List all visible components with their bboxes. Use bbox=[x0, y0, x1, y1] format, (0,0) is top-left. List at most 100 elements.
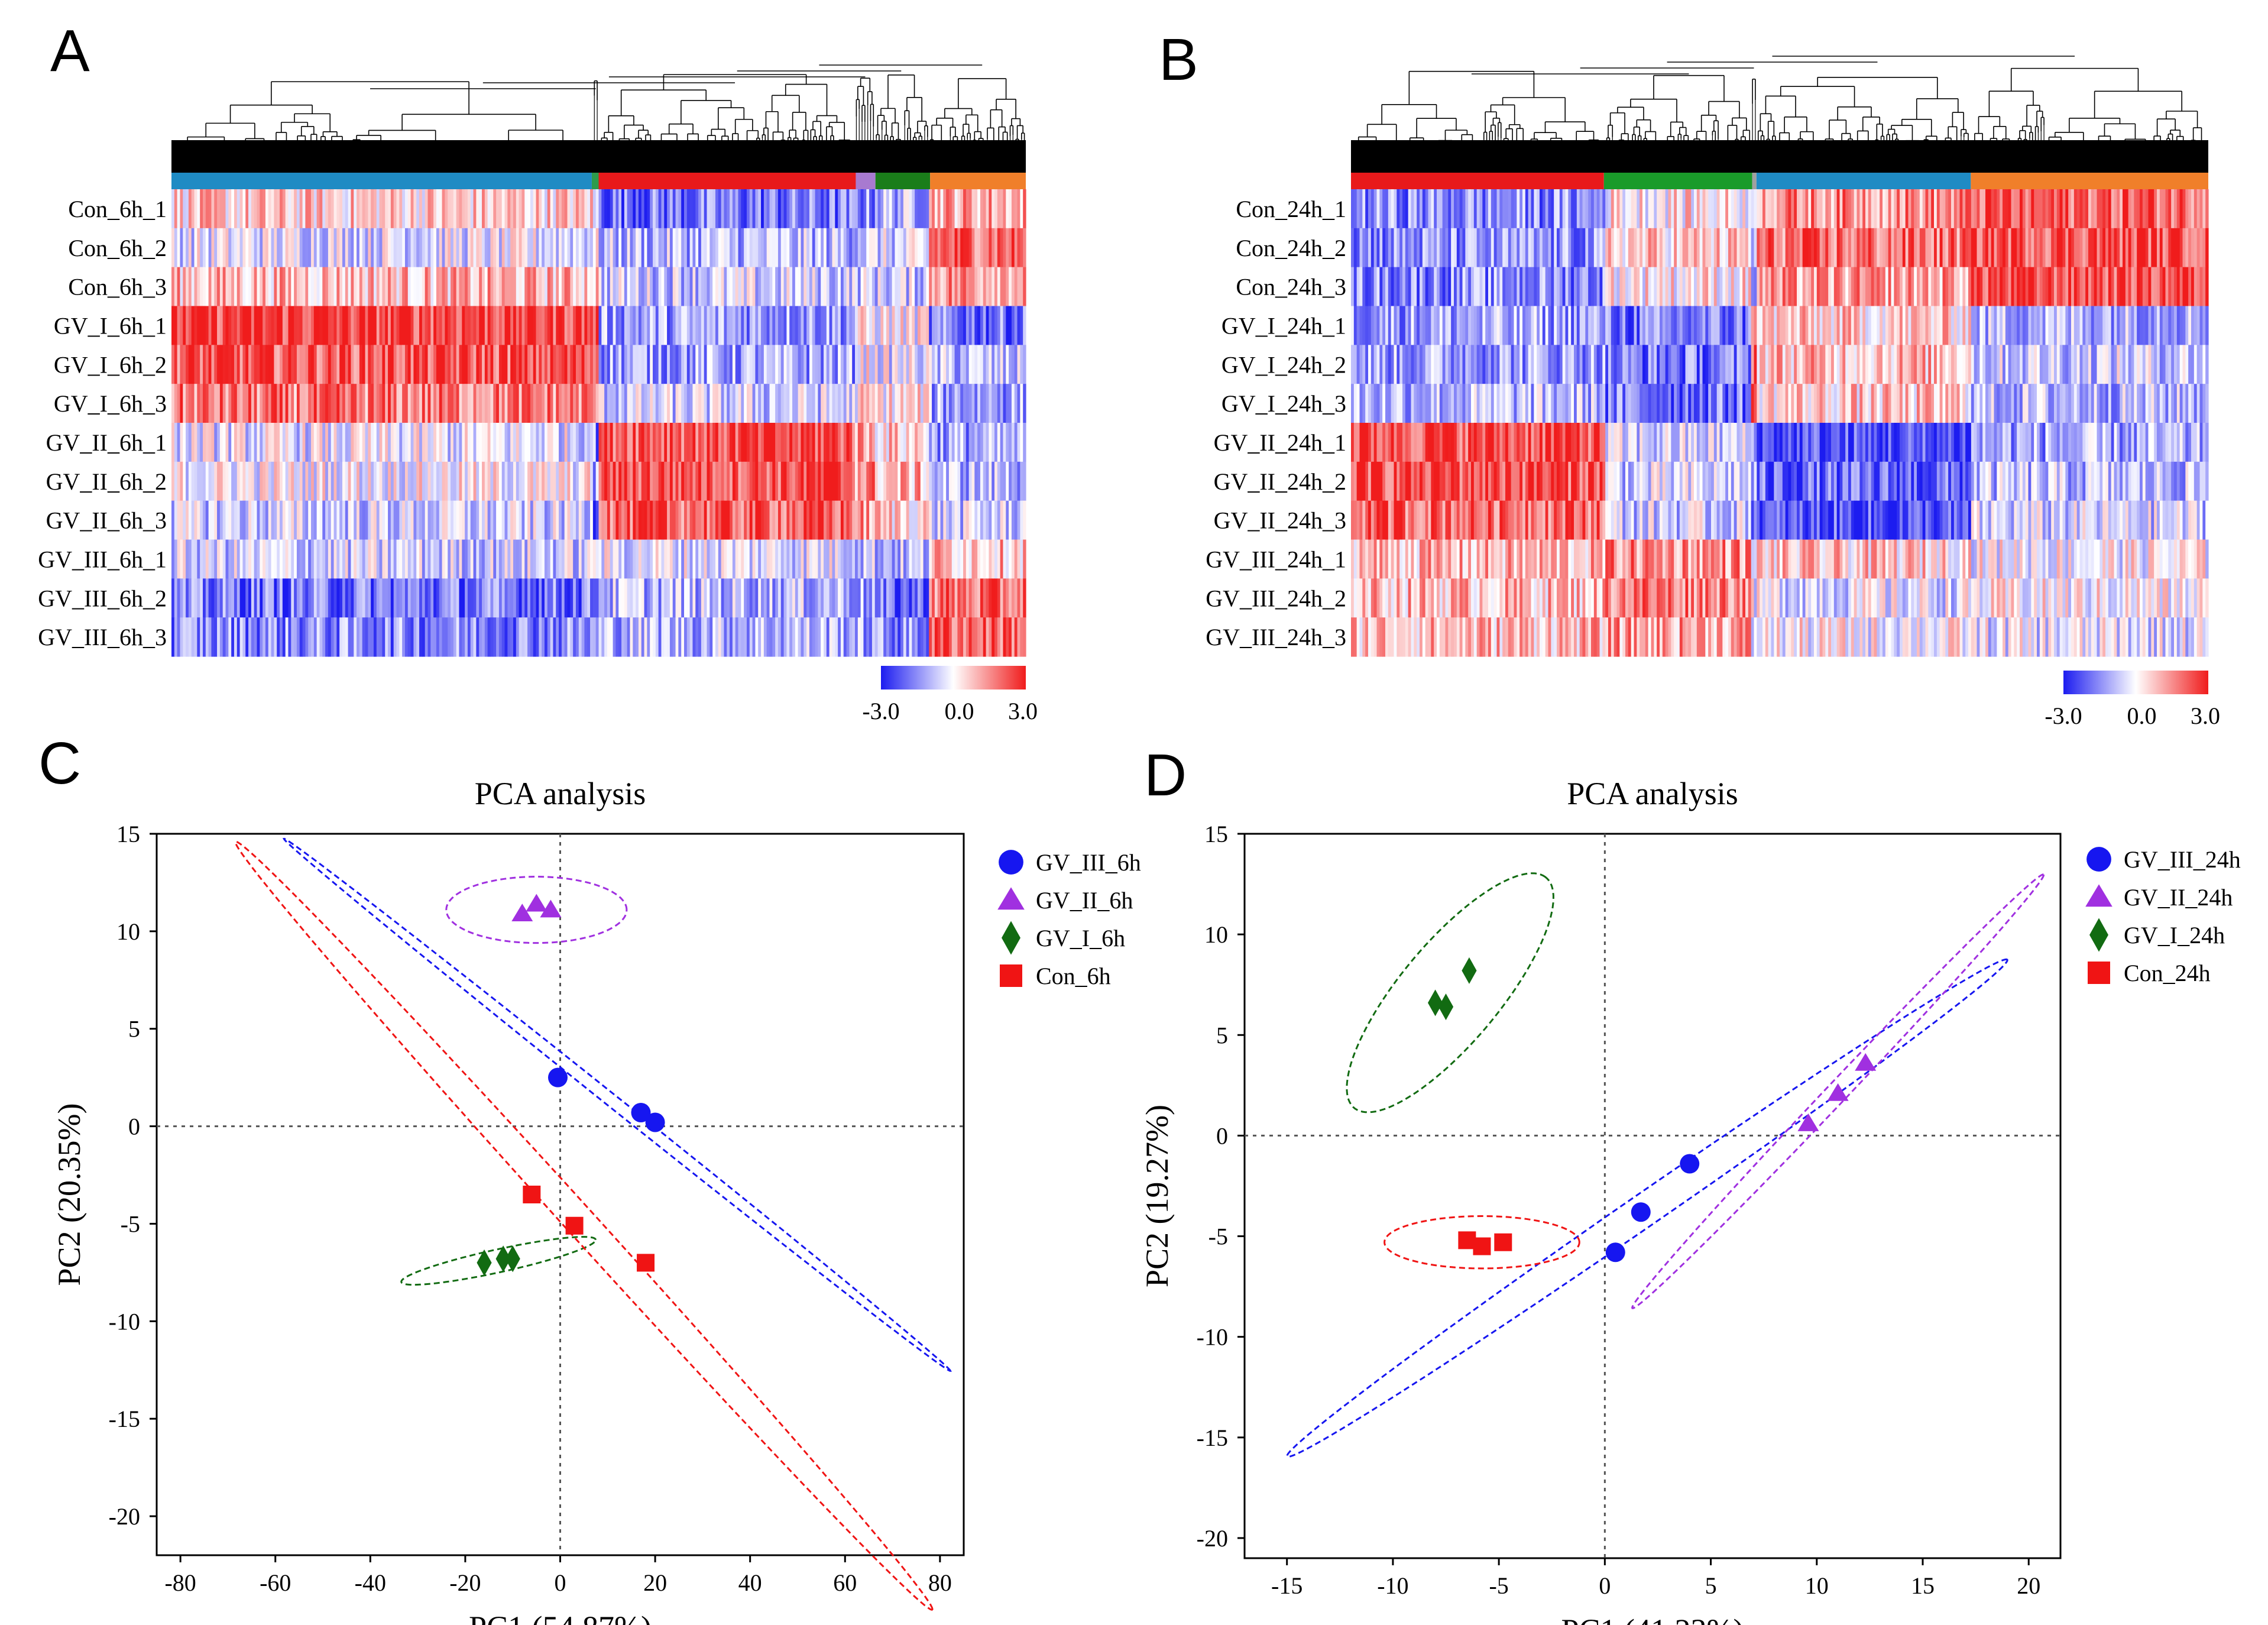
heatmap-cell bbox=[709, 384, 713, 423]
heatmap-cell bbox=[895, 578, 898, 618]
heatmap-cell bbox=[228, 228, 232, 268]
heatmap-cell bbox=[333, 617, 337, 657]
heatmap-cell bbox=[892, 500, 896, 540]
heatmap-cell bbox=[217, 578, 221, 618]
heatmap-cell bbox=[898, 617, 901, 657]
heatmap-cell bbox=[251, 345, 255, 384]
heatmap-cell bbox=[257, 384, 260, 423]
heatmap-cell bbox=[544, 189, 548, 229]
heatmap-cell bbox=[906, 578, 910, 618]
heatmap-cell bbox=[245, 617, 249, 657]
heatmap-cell bbox=[285, 189, 289, 229]
heatmap-cell bbox=[715, 539, 719, 579]
heatmap-cell bbox=[530, 306, 534, 345]
heatmap-cell bbox=[598, 267, 602, 307]
heatmap-cell bbox=[951, 539, 955, 579]
heatmap-cell bbox=[313, 228, 317, 268]
heatmap-cell bbox=[678, 539, 682, 579]
heatmap-cell bbox=[653, 423, 656, 462]
heatmap-cell bbox=[650, 539, 653, 579]
heatmap-cell bbox=[621, 345, 625, 384]
heatmap-cell bbox=[704, 345, 708, 384]
heatmap-cell bbox=[655, 267, 659, 307]
heatmap-cell bbox=[838, 617, 841, 657]
heatmap-cell bbox=[357, 384, 360, 423]
heatmap-cell bbox=[448, 228, 451, 268]
heatmap-cell bbox=[898, 500, 901, 540]
heatmap-cell bbox=[821, 617, 824, 657]
heatmap-cell bbox=[989, 189, 992, 229]
heatmap-cell bbox=[838, 345, 841, 384]
heatmap-cell bbox=[467, 306, 471, 345]
heatmap-cell bbox=[598, 345, 602, 384]
heatmap-cell bbox=[254, 228, 258, 268]
heatmap-cell bbox=[294, 345, 297, 384]
heatmap-cell bbox=[730, 306, 733, 345]
heatmap-cell bbox=[900, 267, 904, 307]
heatmap-cell bbox=[1003, 267, 1006, 307]
heatmap-cell bbox=[667, 539, 670, 579]
heatmap-cell bbox=[895, 500, 898, 540]
heatmap-cell bbox=[698, 500, 702, 540]
heatmap-cell bbox=[590, 617, 594, 657]
heatmap-cell bbox=[331, 539, 335, 579]
heatmap-cell bbox=[564, 306, 568, 345]
heatmap-cell bbox=[239, 267, 244, 307]
heatmap-cell bbox=[792, 539, 796, 579]
heatmap-cell bbox=[553, 578, 556, 618]
heatmap-cell bbox=[849, 189, 853, 229]
heatmap-cell bbox=[826, 384, 830, 423]
heatmap-cell bbox=[325, 384, 329, 423]
heatmap-cell bbox=[986, 384, 989, 423]
heatmap-cell bbox=[989, 345, 992, 384]
heatmap-cell bbox=[638, 384, 642, 423]
heatmap-cell bbox=[923, 267, 927, 307]
heatmap-cell bbox=[413, 423, 417, 462]
heatmap-cell bbox=[194, 500, 197, 540]
heatmap-cell bbox=[453, 461, 457, 501]
heatmap-cell bbox=[236, 267, 241, 307]
dendrogram-base bbox=[171, 140, 1026, 173]
heatmap-cell bbox=[388, 306, 391, 345]
heatmap-cell bbox=[843, 267, 847, 307]
heatmap-cell bbox=[228, 578, 232, 618]
heatmap-cell bbox=[280, 306, 283, 345]
heatmap-cell bbox=[920, 189, 924, 229]
heatmap-cell bbox=[766, 306, 770, 345]
heatmap-cell bbox=[664, 500, 668, 540]
heatmap-cell bbox=[792, 500, 796, 540]
heatmap-cell bbox=[242, 500, 246, 540]
heatmap-cell bbox=[1020, 617, 1023, 657]
heatmap-cell bbox=[328, 306, 332, 345]
heatmap-cell bbox=[575, 423, 579, 462]
heatmap-cell bbox=[832, 617, 835, 657]
heatmap-cell bbox=[410, 500, 414, 540]
heatmap-cell bbox=[479, 384, 482, 423]
heatmap-cell bbox=[815, 578, 818, 618]
heatmap-cell bbox=[669, 461, 673, 501]
heatmap-cell bbox=[498, 423, 503, 462]
heatmap-cell bbox=[963, 617, 967, 657]
heatmap-cell bbox=[1014, 306, 1018, 345]
heatmap-cell bbox=[915, 500, 918, 540]
heatmap-cell bbox=[451, 267, 454, 307]
heatmap-cell bbox=[712, 189, 716, 229]
heatmap-cell bbox=[490, 578, 494, 618]
heatmap-cell bbox=[465, 267, 468, 307]
heatmap-cell bbox=[388, 345, 391, 384]
heatmap-cell bbox=[319, 189, 323, 229]
cluster-bar-5 bbox=[875, 173, 931, 189]
heatmap-cell bbox=[248, 500, 252, 540]
heatmap-cell bbox=[815, 189, 818, 229]
heatmap-cell bbox=[946, 578, 950, 618]
heatmap-cell bbox=[926, 228, 929, 268]
heatmap-cell bbox=[675, 306, 679, 345]
heatmap-cell bbox=[225, 617, 229, 657]
heatmap-cell bbox=[601, 189, 605, 229]
heatmap-cell bbox=[684, 461, 688, 501]
heatmap-cell bbox=[997, 461, 1001, 501]
heatmap-cell bbox=[849, 461, 853, 501]
heatmap-cell bbox=[686, 578, 691, 618]
heatmap-cell bbox=[239, 461, 244, 501]
